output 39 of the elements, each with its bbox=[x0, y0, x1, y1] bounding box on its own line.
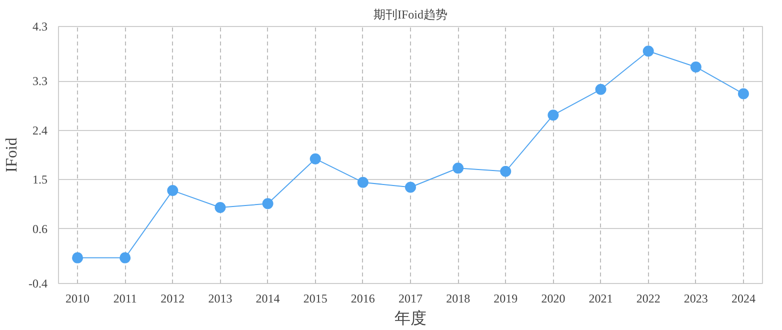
point bbox=[214, 202, 226, 213]
x-tick-label: 2011 bbox=[113, 292, 137, 306]
x-tick-label: 2013 bbox=[208, 292, 232, 306]
x-tick-label: 2024 bbox=[731, 292, 756, 306]
y-tick-label: -0.4 bbox=[28, 276, 48, 290]
x-tick-label: 2017 bbox=[398, 292, 422, 306]
y-tick-label: 4.3 bbox=[32, 20, 48, 34]
point bbox=[500, 166, 512, 177]
point bbox=[690, 61, 702, 72]
y-axis-title: IFoid bbox=[4, 138, 21, 172]
x-tick-label: 2019 bbox=[494, 292, 518, 306]
point bbox=[548, 110, 559, 121]
x-tick-label: 2023 bbox=[684, 292, 708, 306]
y-tick-label: 2.4 bbox=[32, 123, 48, 138]
point bbox=[357, 176, 368, 188]
point bbox=[595, 84, 606, 95]
y-tick-label: 1.5 bbox=[32, 172, 48, 187]
point bbox=[120, 252, 131, 264]
x-tick-label: 2012 bbox=[160, 292, 185, 306]
x-axis-title: 年度 bbox=[394, 310, 426, 328]
x-tick-label: 2021 bbox=[588, 292, 613, 306]
x-tick-label: 2020 bbox=[541, 292, 566, 306]
point bbox=[167, 185, 178, 196]
y-tick-label: 0.6 bbox=[32, 222, 48, 236]
point bbox=[310, 153, 321, 164]
x-tick-label: 2016 bbox=[350, 292, 375, 306]
point bbox=[452, 162, 464, 174]
x-tick-label: 2010 bbox=[66, 292, 90, 306]
x-tick-label: 2015 bbox=[303, 292, 328, 306]
point bbox=[642, 46, 654, 57]
point bbox=[262, 198, 274, 210]
x-tick-label: 2022 bbox=[636, 292, 660, 306]
x-tick-label: 2014 bbox=[256, 292, 280, 306]
y-tick-label: 3.3 bbox=[32, 74, 48, 88]
x-tick-label: 2018 bbox=[446, 292, 470, 306]
point bbox=[72, 252, 84, 264]
chart-title: 期刊IFoid趋势 bbox=[374, 8, 448, 22]
point bbox=[738, 88, 749, 100]
point bbox=[405, 182, 416, 193]
